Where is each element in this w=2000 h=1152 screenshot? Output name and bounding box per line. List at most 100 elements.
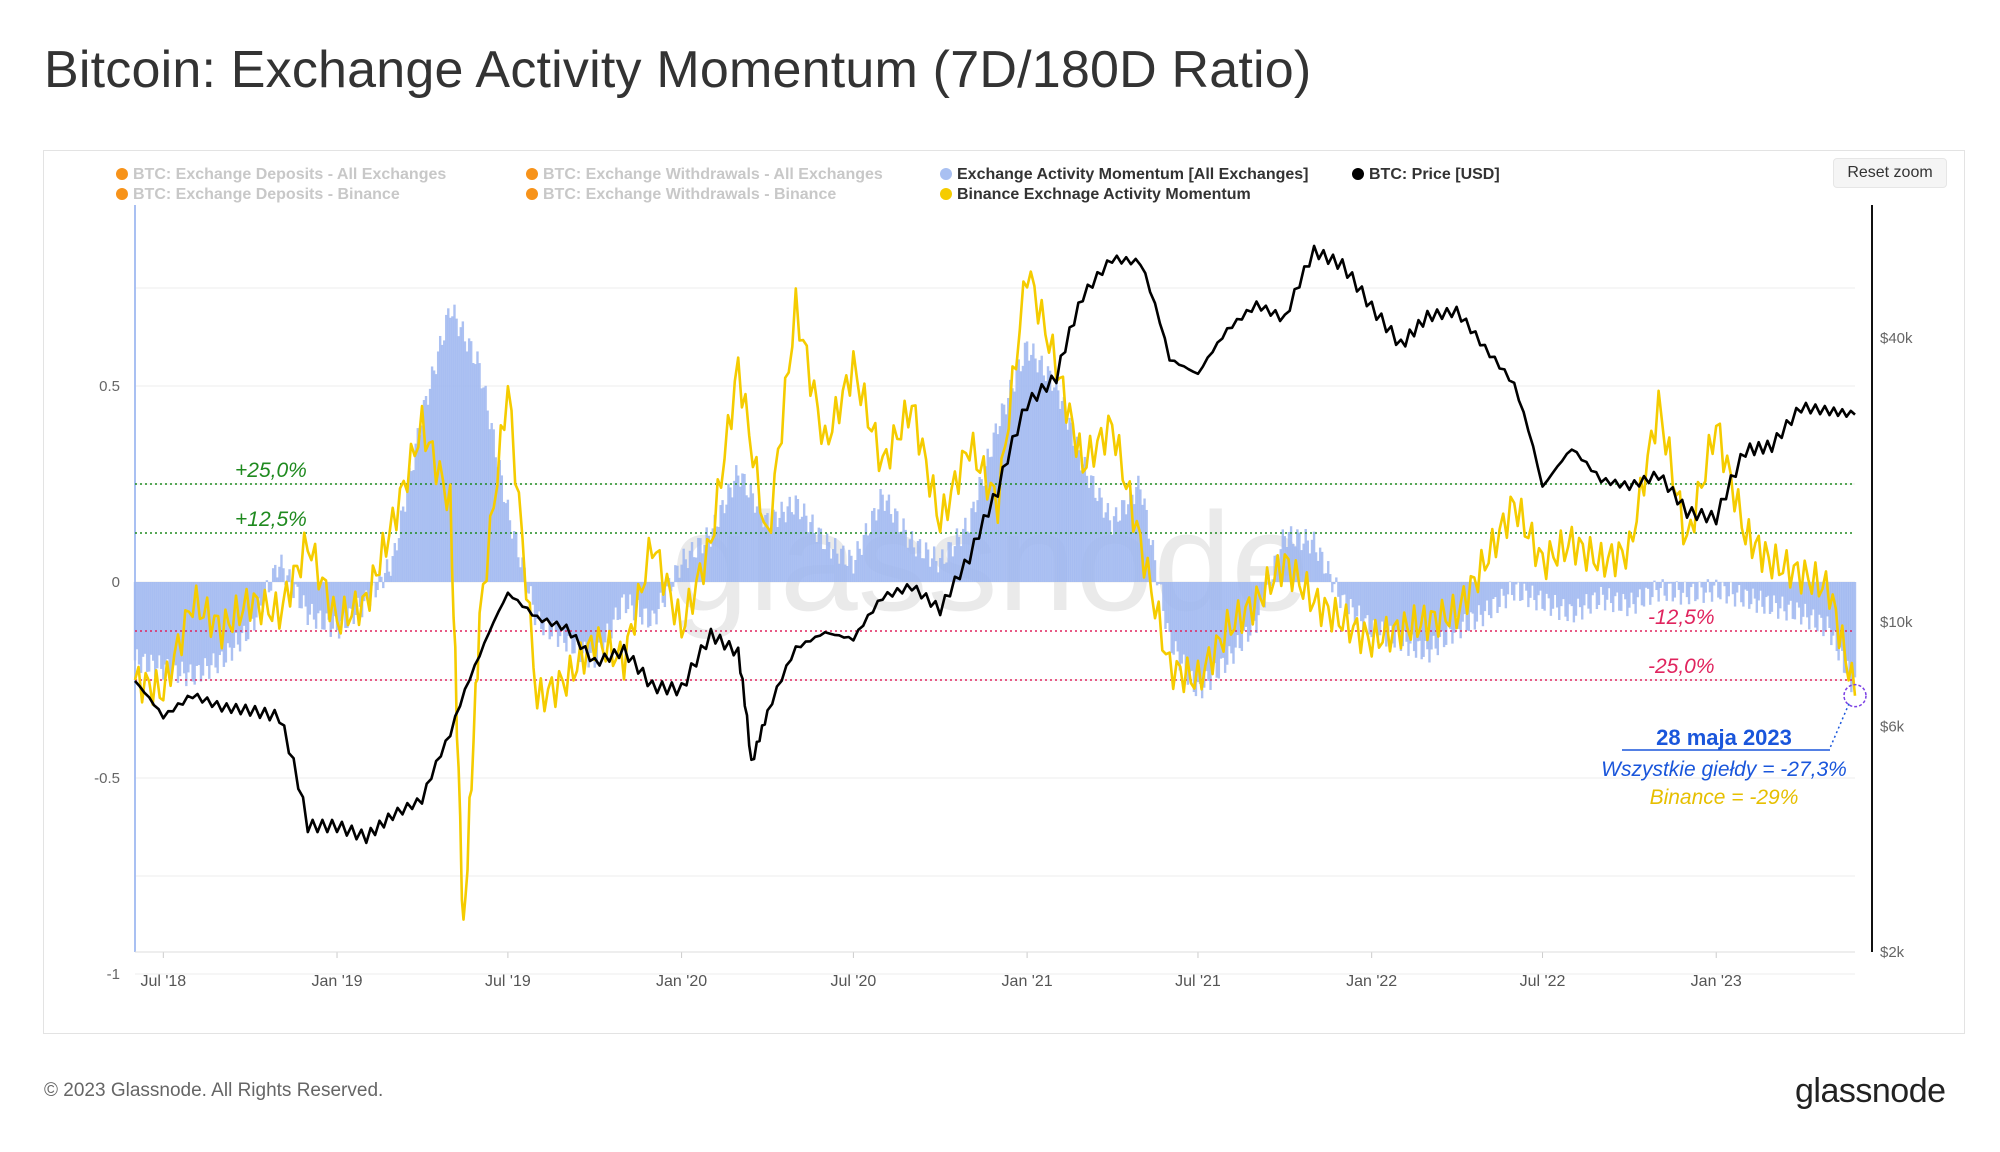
momentum-all-bar	[1837, 582, 1840, 661]
momentum-all-bar	[274, 564, 277, 582]
momentum-all-bar	[1763, 582, 1766, 614]
legend-withdrawals-binance[interactable]: BTC: Exchange Withdrawals - Binance	[526, 186, 836, 204]
momentum-all-bar	[1151, 540, 1155, 582]
momentum-all-bar	[930, 558, 934, 582]
momentum-all-bar	[1203, 582, 1206, 688]
momentum-all-bar	[879, 489, 882, 582]
momentum-all-bar	[699, 538, 702, 582]
momentum-all-bar	[1513, 582, 1516, 601]
momentum-all-bar	[395, 550, 399, 582]
momentum-all-bar	[1298, 532, 1301, 582]
momentum-all-bar	[1030, 354, 1033, 582]
momentum-all-bar	[1496, 582, 1499, 613]
momentum-all-bar	[418, 435, 422, 582]
momentum-all-bar	[1620, 582, 1623, 611]
momentum-all-bar	[1605, 582, 1609, 600]
momentum-all-bar	[1357, 582, 1361, 606]
momentum-all-bar	[1353, 582, 1357, 625]
momentum-all-bar	[682, 548, 685, 582]
momentum-all-bar	[426, 404, 430, 582]
momentum-all-bar	[312, 582, 316, 620]
momentum-all-bar	[310, 582, 314, 604]
momentum-all-bar	[137, 582, 141, 665]
momentum-all-bar	[825, 533, 829, 582]
momentum-all-bar	[323, 582, 326, 630]
momentum-all-bar	[1407, 582, 1410, 656]
momentum-all-bar	[848, 549, 851, 582]
momentum-all-bar	[819, 528, 823, 582]
momentum-all-bar	[1632, 582, 1635, 605]
legend-marker-icon	[116, 168, 128, 180]
momentum-all-bar	[441, 344, 444, 582]
momentum-all-bar	[1102, 517, 1105, 582]
momentum-all-bar	[620, 582, 624, 598]
momentum-all-bar	[1170, 582, 1173, 654]
momentum-all-bar	[1519, 582, 1522, 601]
momentum-all-bar	[1351, 582, 1355, 608]
momentum-all-bar	[1127, 504, 1130, 582]
momentum-all-bar	[1333, 582, 1336, 585]
momentum-all-bar	[966, 531, 969, 582]
negative-level-label: -25,0%	[1648, 655, 1715, 678]
momentum-all-bar	[1814, 582, 1817, 628]
momentum-all-bar	[585, 582, 588, 657]
momentum-all-bar	[1378, 582, 1382, 636]
momentum-all-bar	[1772, 582, 1776, 596]
momentum-all-bar	[684, 559, 687, 582]
momentum-all-bar	[641, 582, 644, 625]
momentum-all-bar	[1804, 582, 1807, 604]
momentum-all-bar	[1279, 549, 1282, 582]
momentum-all-bar	[321, 582, 324, 630]
momentum-all-bar	[1021, 365, 1025, 582]
legend-withdrawals-all[interactable]: BTC: Exchange Withdrawals - All Exchange…	[526, 166, 883, 184]
momentum-all-bar	[463, 341, 467, 582]
momentum-all-bar	[678, 577, 681, 582]
momentum-all-bar	[472, 362, 475, 582]
momentum-all-bar	[540, 582, 543, 630]
momentum-all-bar	[1120, 500, 1124, 582]
momentum-all-bar	[1178, 582, 1181, 671]
momentum-all-bar	[1122, 500, 1126, 582]
legend-marker-icon	[1352, 168, 1364, 180]
reset-zoom-button[interactable]: Reset zoom	[1833, 158, 1947, 188]
momentum-all-bar	[937, 572, 940, 582]
legend-deposits-all[interactable]: BTC: Exchange Deposits - All Exchanges	[116, 166, 446, 184]
x-tick-label: Jan '21	[1002, 973, 1053, 990]
momentum-all-bar	[1757, 582, 1760, 601]
momentum-all-bar	[174, 582, 178, 666]
momentum-all-bar	[476, 351, 479, 582]
momentum-all-bar	[842, 545, 845, 582]
legend-momentum-binance[interactable]: Binance Exchnage Activity Momentum	[940, 186, 1251, 204]
momentum-all-bar	[1731, 582, 1735, 595]
momentum-all-bar	[1515, 582, 1518, 585]
momentum-all-bar	[490, 423, 493, 582]
momentum-all-bar	[1397, 582, 1401, 633]
momentum-all-bar	[1562, 582, 1565, 600]
momentum-all-bar	[1184, 582, 1188, 673]
momentum-all-bar	[1574, 582, 1578, 616]
legend-deposits-binance[interactable]: BTC: Exchange Deposits - Binance	[116, 186, 400, 204]
momentum-all-bar	[554, 582, 558, 632]
momentum-all-bar	[1547, 582, 1551, 599]
momentum-all-bar	[782, 511, 785, 582]
momentum-all-bar	[478, 363, 481, 582]
momentum-all-bar	[314, 582, 318, 629]
legend-momentum-all[interactable]: Exchange Activity Momentum [All Exchange…	[940, 166, 1308, 184]
x-tick-label: Jan '23	[1691, 973, 1742, 990]
momentum-all-bar	[928, 566, 932, 582]
momentum-all-bar	[955, 528, 959, 582]
momentum-all-bar	[1403, 582, 1406, 632]
momentum-all-bar	[152, 582, 155, 661]
momentum-all-bar	[193, 582, 196, 685]
momentum-all-bar	[645, 582, 648, 609]
momentum-all-bar	[1742, 582, 1745, 607]
momentum-all-bar	[1389, 582, 1392, 626]
momentum-all-bar	[1755, 582, 1759, 613]
momentum-all-bar	[739, 486, 742, 582]
momentum-all-bar	[546, 582, 549, 621]
momentum-all-bar	[1779, 582, 1782, 609]
momentum-all-bar	[220, 582, 224, 652]
momentum-all-bar	[939, 558, 942, 582]
legend-price[interactable]: BTC: Price [USD]	[1352, 166, 1500, 184]
